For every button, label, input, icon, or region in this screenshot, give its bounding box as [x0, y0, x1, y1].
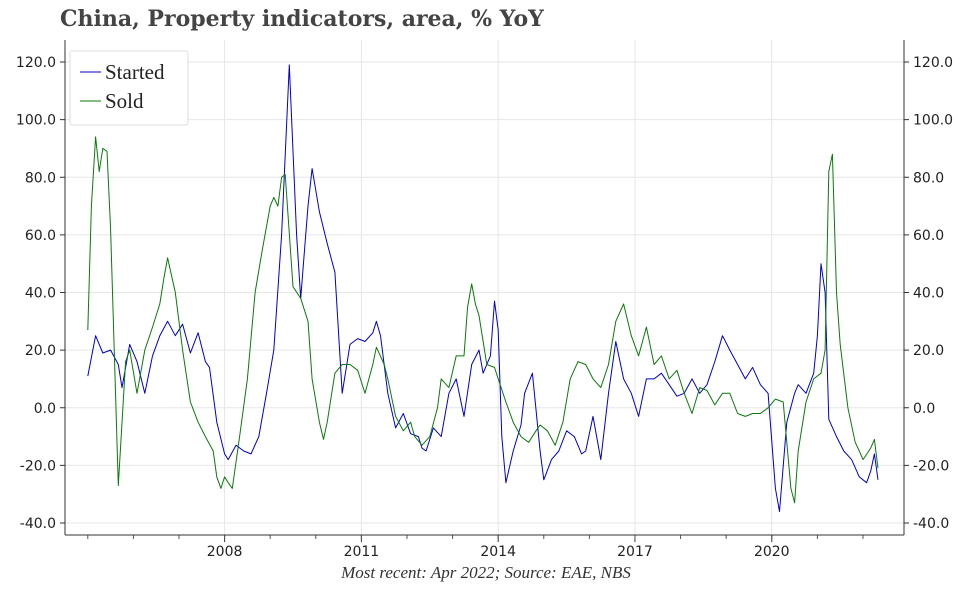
- x-tick-label: 2020: [754, 544, 790, 560]
- axes: -40.0 -40.0 -20.0 -20.0 0.0 0.0 20.0 20.0 40.0 40…: [16, 40, 953, 560]
- y-tick-label-left: 40.0: [25, 286, 56, 302]
- y-tick-label-left: 120.0: [16, 55, 56, 71]
- x-tick-label: 2008: [207, 544, 243, 560]
- x-tick-label: 2014: [480, 544, 516, 560]
- y-tick-label-right: -40.0: [913, 516, 949, 532]
- y-tick-label-right: 20.0: [913, 343, 944, 359]
- y-tick-label-right: 0.0: [913, 401, 935, 417]
- y-tick-label-right: -20.0: [913, 458, 949, 474]
- series-line-sold: [87, 136, 879, 504]
- series-lines: [87, 64, 879, 512]
- grid-lines: [65, 40, 904, 535]
- y-tick-label-left: 100.0: [16, 113, 56, 129]
- y-tick-label-left: 0.0: [34, 401, 56, 417]
- series-line-started: [87, 64, 879, 512]
- source-note: Most recent: Apr 2022; Source: EAE, NBS: [341, 563, 631, 582]
- y-tick-label-right: 60.0: [913, 228, 944, 244]
- x-tick-label: 2017: [617, 544, 653, 560]
- y-tick-label-left: -40.0: [20, 516, 56, 532]
- y-tick-label-left: 60.0: [25, 228, 56, 244]
- y-tick-label-left: 20.0: [25, 343, 56, 359]
- y-tick-label-right: 40.0: [913, 286, 944, 302]
- legend-label-started: Started: [105, 60, 165, 84]
- y-tick-label-right: 100.0: [913, 113, 953, 129]
- legend: Started Sold: [69, 50, 189, 126]
- y-tick-label-left: 80.0: [25, 170, 56, 186]
- chart-title: China, Property indicators, area, % YoY: [60, 6, 544, 32]
- y-tick-label-right: 80.0: [913, 170, 944, 186]
- y-tick-label-left: -20.0: [20, 458, 56, 474]
- legend-box: [69, 50, 189, 126]
- y-tick-label-right: 120.0: [913, 55, 953, 71]
- x-tick-label: 2011: [344, 544, 380, 560]
- legend-label-sold: Sold: [105, 89, 144, 113]
